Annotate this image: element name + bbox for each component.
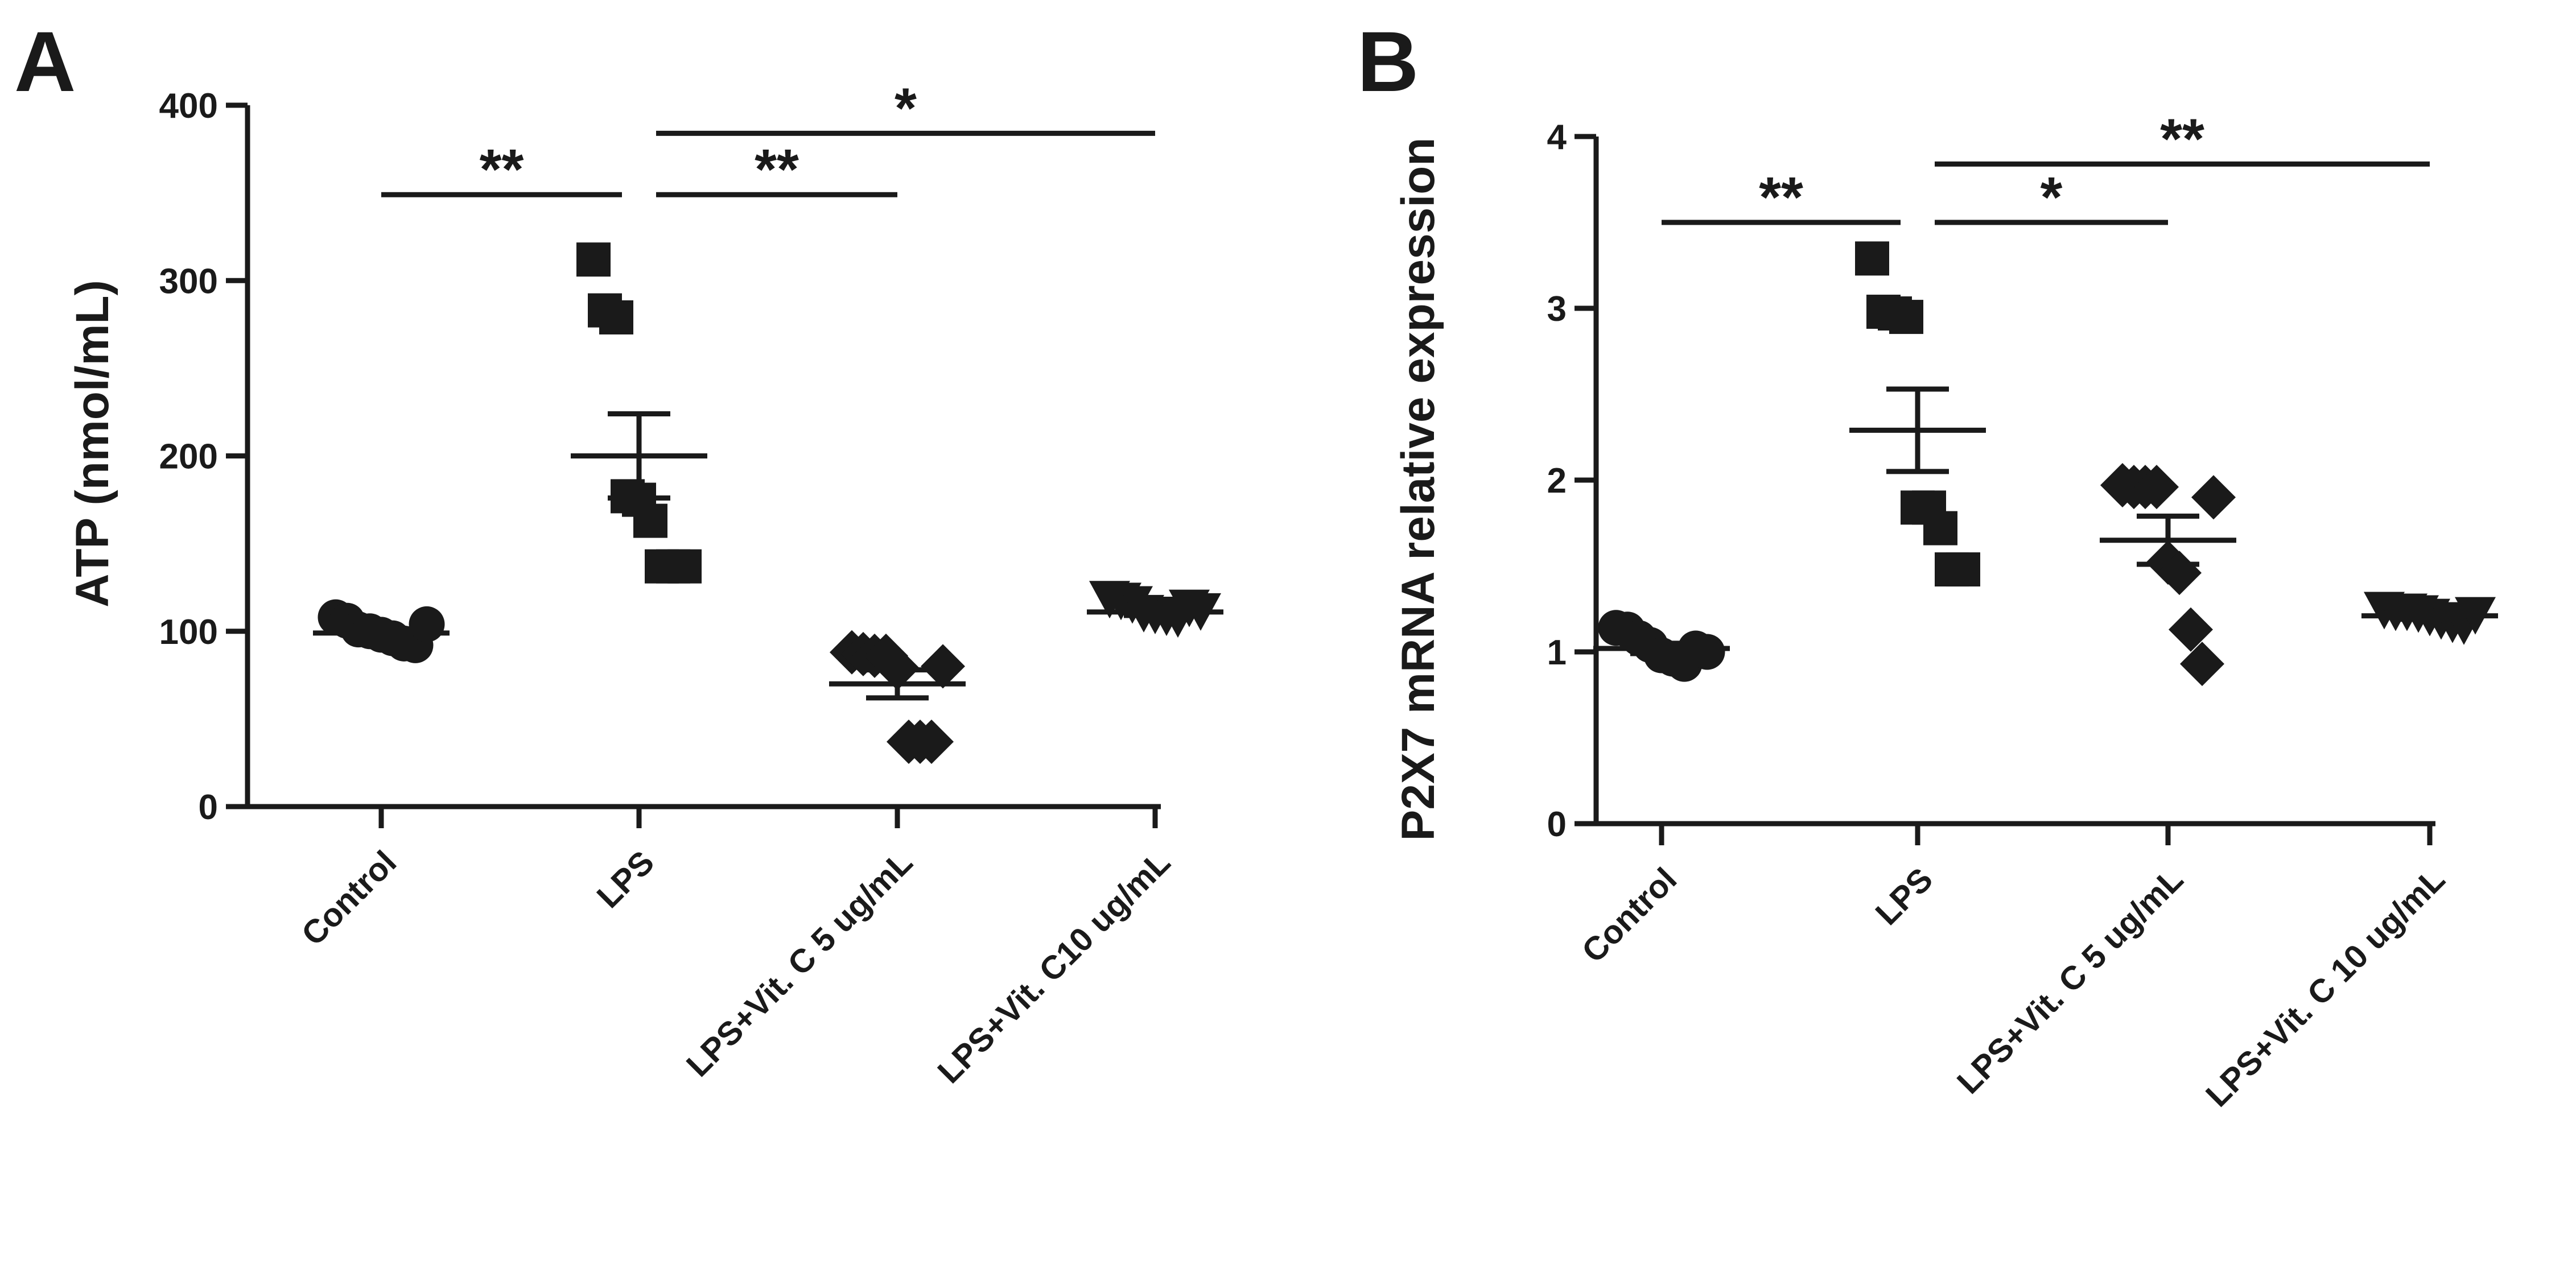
- x-tick-label: LPS+Vit. C 5 ug/mL: [1950, 861, 2190, 1101]
- data-point: [1889, 300, 1923, 334]
- x-tick-label: LPS+Vit. C10 ug/mL: [930, 844, 1177, 1090]
- x-tick-label: LPS: [590, 844, 661, 915]
- y-tick-label: 200: [159, 437, 218, 477]
- panel-label: A: [14, 14, 76, 109]
- panel-a: A ATP (nmol/mL) 0 100 200 300 400 Control LPS L…: [14, 14, 1223, 1090]
- data-point: [2180, 642, 2224, 687]
- data-point: [1855, 241, 1889, 276]
- x-tick-label: Control: [1575, 861, 1684, 970]
- y-tick-label: 100: [159, 613, 218, 652]
- data-point: [633, 503, 667, 538]
- significance-label: *: [2041, 166, 2063, 229]
- x-tick-label: LPS: [1868, 861, 1940, 932]
- data-point: [2169, 607, 2213, 652]
- panel-b: B P2X7 mRNA relative expression 0 1 2 3 4 Con…: [1357, 14, 2498, 1114]
- x-tick-label: Control: [294, 844, 403, 953]
- y-tick-label: 300: [159, 262, 218, 301]
- y-tick-label: 2: [1547, 461, 1567, 501]
- data-point: [2134, 465, 2179, 510]
- significance-label: **: [2160, 107, 2204, 171]
- data-point: [667, 549, 702, 584]
- y-tick-label: 0: [199, 788, 218, 827]
- y-axis-label: P2X7 mRNA relative expression: [1392, 138, 1444, 841]
- significance-label: **: [755, 138, 799, 201]
- significance-label: **: [1759, 166, 1803, 229]
- data-point: [2191, 475, 2236, 520]
- y-tick-label: 3: [1547, 290, 1567, 329]
- data-point: [409, 606, 445, 642]
- data-point: [599, 300, 633, 334]
- x-tick-label: LPS+Vit. C 5 ug/mL: [679, 844, 920, 1084]
- data-point: [1689, 634, 1725, 670]
- data-point: [909, 719, 954, 764]
- y-axis-label: ATP (nmol/mL): [67, 280, 118, 607]
- data-point: [1946, 552, 1980, 587]
- panel-label: B: [1357, 14, 1419, 109]
- y-tick-label: 400: [159, 86, 218, 126]
- x-tick-label: LPS+Vit. C 10 ug/mL: [2199, 861, 2452, 1114]
- data-point: [921, 644, 965, 689]
- y-tick-label: 4: [1547, 118, 1567, 157]
- data-point: [576, 242, 611, 277]
- data-point: [1923, 511, 1957, 546]
- y-tick-label: 1: [1547, 633, 1567, 672]
- significance-label: **: [480, 138, 524, 201]
- y-tick-label: 0: [1547, 805, 1567, 844]
- significance-label: *: [895, 76, 917, 140]
